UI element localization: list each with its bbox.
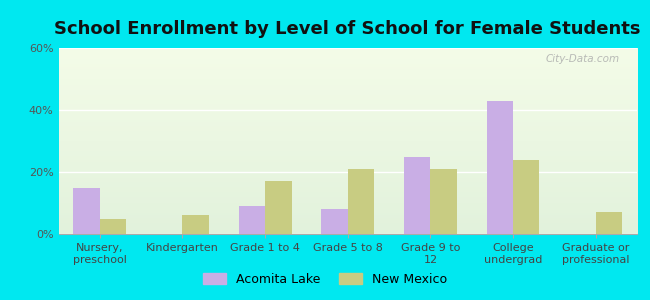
Bar <box>100 218 126 234</box>
Legend: Acomita Lake, New Mexico: Acomita Lake, New Mexico <box>198 268 452 291</box>
Bar <box>487 101 513 234</box>
Bar <box>404 157 430 234</box>
Bar <box>321 209 348 234</box>
Bar <box>239 206 265 234</box>
Bar <box>183 215 209 234</box>
Title: School Enrollment by Level of School for Female Students: School Enrollment by Level of School for… <box>55 20 641 38</box>
Bar <box>595 212 622 234</box>
Bar <box>73 188 100 234</box>
Bar <box>513 160 540 234</box>
Text: City-Data.com: City-Data.com <box>545 54 619 64</box>
Bar <box>265 181 292 234</box>
Bar <box>348 169 374 234</box>
Bar <box>430 169 457 234</box>
